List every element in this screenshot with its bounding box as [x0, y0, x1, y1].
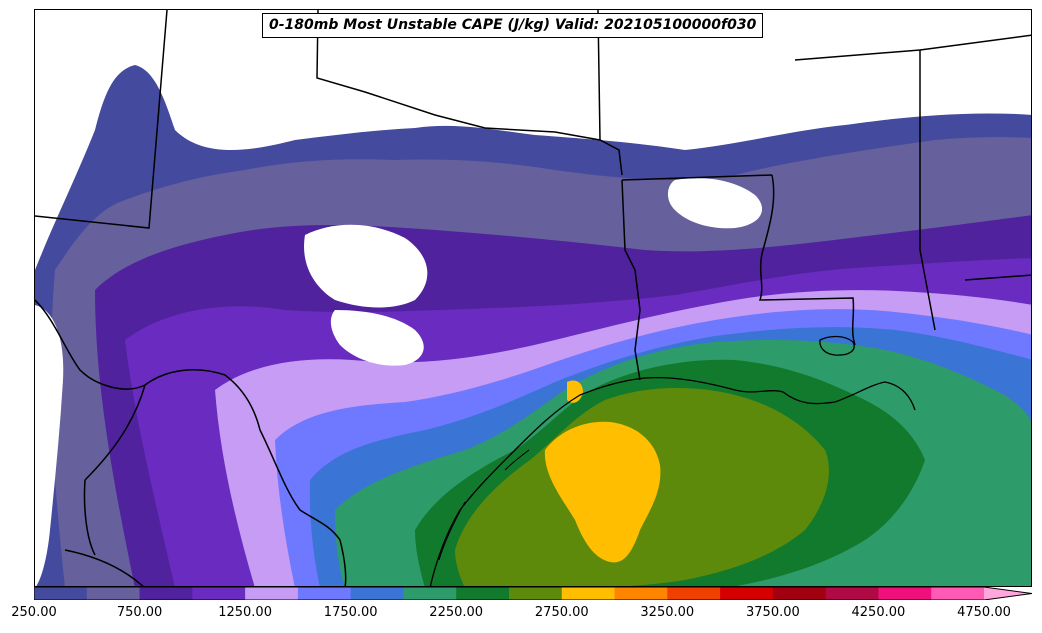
nm-tx-border — [35, 10, 168, 229]
colorbar-segment — [825, 587, 879, 600]
map-title: 0-180mb Most Unstable CAPE (J/kg) Valid:… — [262, 13, 764, 38]
colorbar-segment — [192, 587, 246, 600]
colorbar-outline — [34, 587, 1032, 600]
map-panel — [34, 9, 1032, 587]
tx-panhandle-border — [316, 10, 623, 176]
coastline — [429, 335, 916, 586]
cape-2750-band-small — [567, 380, 583, 403]
colorbar-tick-label: 2750.00 — [534, 605, 589, 620]
colorbar-tick-label: 4250.00 — [851, 605, 906, 620]
political-boundaries — [35, 10, 1031, 586]
cape-gap-west-edge — [35, 305, 64, 586]
colorbar-segment — [667, 587, 721, 600]
colorbar-segment — [772, 587, 827, 600]
lake-pontchartrain — [819, 335, 855, 356]
cape-gap-central-texas — [330, 310, 424, 366]
colorbar-segment — [139, 587, 193, 600]
mexico-states — [84, 384, 146, 481]
colorbar-segment — [614, 587, 668, 600]
gulf-coastline — [429, 376, 916, 586]
mexico-border — [35, 299, 347, 586]
colorbar-tick-label: 3250.00 — [640, 605, 695, 620]
colorbar-extend-arrow — [984, 587, 1032, 600]
colorbar — [34, 587, 1032, 600]
colorbar-tick-label: 2250.00 — [429, 605, 484, 620]
colorbar-segment — [34, 587, 88, 600]
mexico-states-3 — [64, 549, 144, 586]
colorbar-tick-label: 250.00 — [11, 605, 57, 620]
colorbar-segment — [720, 587, 774, 600]
tn-border — [794, 34, 1031, 61]
cape-gap-ne-texas — [667, 178, 763, 229]
cape-fill-layers — [35, 65, 1031, 586]
cape-gaps — [35, 178, 763, 586]
colorbar-tick-label: 4750.00 — [957, 605, 1011, 620]
colorbar-segment — [350, 587, 404, 600]
colorbar-segments — [34, 587, 1032, 600]
colorbar-segment — [561, 587, 616, 600]
gulf-coastline-islands — [438, 449, 530, 561]
colorbar-tick-label: 1250.00 — [218, 605, 272, 620]
colorbar-tick-label: 3750.00 — [746, 605, 800, 620]
al-ms-border — [919, 50, 936, 331]
colorbar-segment — [931, 587, 985, 600]
colorbar-segment — [86, 587, 141, 600]
cape-2750-band — [544, 421, 661, 563]
colorbar-segment — [456, 587, 510, 600]
colorbar-segment — [403, 587, 457, 600]
ar-la-border — [621, 174, 773, 181]
cape-map — [35, 10, 1031, 586]
colorbar-segment — [509, 587, 563, 600]
colorbar-segment — [297, 587, 352, 600]
colorbar-tick-label: 1750.00 — [323, 605, 378, 620]
colorbar-tick-label: 750.00 — [116, 605, 163, 620]
colorbar-segment — [878, 587, 932, 600]
mexico-states-2 — [83, 479, 96, 556]
al-ga-fl-border — [964, 274, 1031, 281]
cape-gap-west-texas — [304, 224, 428, 308]
tx-la-border — [621, 179, 641, 381]
colorbar-segment — [245, 587, 299, 600]
ms-river-border — [758, 174, 856, 346]
